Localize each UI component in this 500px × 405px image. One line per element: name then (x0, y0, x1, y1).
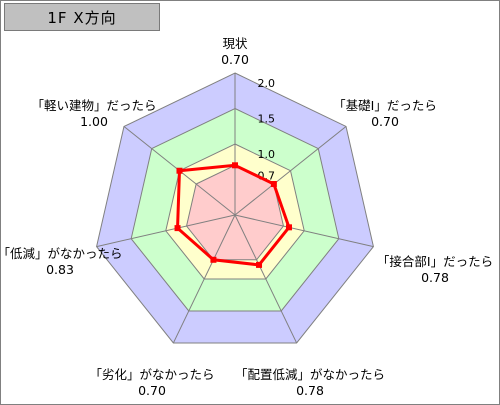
series-line (176, 163, 291, 267)
axis-value-1: 0.70 (371, 114, 399, 129)
ring-label-1: 1.5 (258, 113, 276, 126)
ring-label-0: 2.0 (258, 77, 276, 90)
axis-value-0: 0.70 (221, 52, 249, 67)
axis-label-3: 「配置低減」がなかったら (235, 367, 385, 382)
axis-label-2: 「接合部Ⅰ」だったら (377, 254, 493, 269)
data-point-3 (256, 261, 263, 268)
axis-label-4: 「劣化」がなかったら (89, 367, 214, 382)
axis-value-3: 0.78 (296, 383, 324, 398)
data-point-6 (176, 167, 183, 174)
axis-label-5: 「低減」がなかったら (0, 246, 123, 261)
axis-label-0: 現状 (222, 36, 248, 51)
ring-label-2: 1.0 (258, 148, 276, 161)
axis-value-4: 0.70 (138, 383, 166, 398)
data-point-4 (210, 256, 217, 263)
axis-value-5: 0.83 (46, 262, 74, 277)
data-point-5 (174, 225, 181, 232)
axis-spoke-4 (172, 214, 236, 344)
axis-spoke-3 (234, 214, 298, 344)
axis-label-1: 「基礎Ⅰ」だったら (333, 98, 437, 113)
axis-value-6: 1.00 (80, 114, 108, 129)
axis-spoke-1 (234, 126, 347, 216)
axis-spoke-5 (96, 214, 236, 248)
data-point-2 (285, 224, 292, 231)
axis-spoke-2 (234, 214, 374, 248)
data-point-0 (232, 162, 238, 169)
axis-label-6: 「軽い建物」だったら (31, 98, 156, 113)
data-point-1 (270, 181, 277, 188)
chart-title: 1F X方向 (4, 3, 160, 31)
axis-value-2: 0.78 (421, 270, 449, 285)
